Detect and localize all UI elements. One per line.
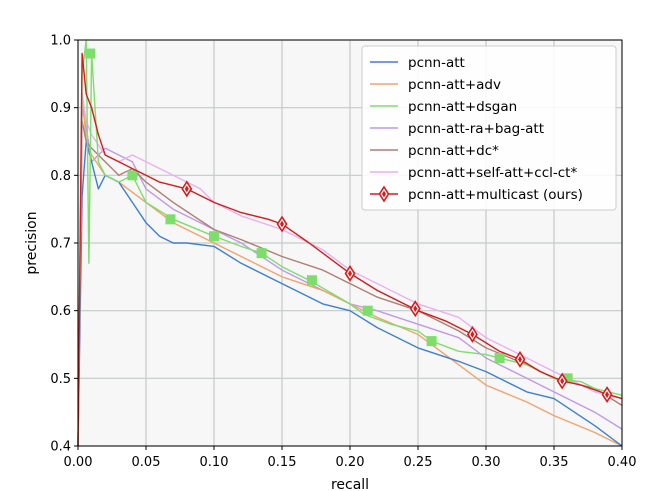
series-point	[494, 353, 505, 364]
series-line	[77, 93, 623, 447]
y-tick-label: 0.7	[50, 237, 71, 252]
series-point-core	[560, 377, 565, 385]
legend-entry: pcnn-att-ra+bag-att	[370, 121, 544, 137]
legend: pcnn-att pcnn-att+adv pcnn-att+dsgan pcnn-a…	[361, 45, 617, 211]
x-tick-label: 0.05	[132, 455, 161, 470]
legend-label: pcnn-att-ra+bag-att	[408, 121, 544, 137]
legend-entry: pcnn-att+dc*	[370, 143, 499, 159]
x-axis-ticks: 0.00 0.05 0.10 0.15 0.20 0.25 0.30 0.35 0.40	[64, 446, 637, 470]
series-point-core	[470, 330, 475, 338]
series-point-core	[518, 355, 522, 363]
series-point	[85, 48, 96, 59]
legend-entry: pcnn-att+dsgan	[370, 99, 517, 115]
x-tick-label: 0.00	[64, 455, 93, 470]
y-tick-label: 0.5	[50, 372, 71, 387]
series-point-core	[348, 269, 352, 277]
series-layer	[77, 39, 623, 447]
legend-box	[361, 45, 617, 211]
y-axis-ticks: 0.4 0.5 0.6 0.7 0.8 0.9 1.0	[50, 34, 78, 455]
y-tick-label: 0.6	[50, 304, 71, 319]
series-point-core	[605, 391, 610, 399]
x-tick-label: 0.15	[268, 455, 297, 470]
x-tick-label: 0.25	[404, 455, 433, 470]
series-point	[127, 170, 138, 181]
y-tick-label: 1.0	[50, 34, 71, 49]
x-axis-label: recall	[331, 477, 369, 491]
series-point-core	[280, 220, 284, 228]
series-point	[562, 373, 573, 384]
series-point	[306, 275, 317, 286]
x-tick-label: 0.20	[336, 455, 365, 470]
legend-label: pcnn-att+dsgan	[408, 99, 517, 115]
series-point	[362, 305, 373, 316]
series-point-core	[184, 185, 189, 193]
y-axis-label: precision	[24, 211, 40, 274]
legend-entry: pcnn-att+adv	[370, 77, 501, 93]
legend-entry: pcnn-att+self-att+ccl-ct*	[370, 165, 577, 181]
series-point-core	[413, 305, 418, 313]
series-1	[77, 93, 623, 447]
x-tick-label: 0.10	[200, 455, 229, 470]
series-point	[426, 336, 437, 347]
legend-marker-core	[382, 190, 386, 198]
y-tick-label: 0.4	[50, 440, 71, 455]
series-point	[209, 231, 219, 242]
series-line	[77, 52, 623, 447]
legend-label: pcnn-att+multicast (ours)	[408, 187, 583, 203]
x-tick-label: 0.40	[608, 455, 637, 470]
series-6	[77, 52, 623, 447]
legend-label: pcnn-att+self-att+ccl-ct*	[408, 165, 577, 181]
series-point	[165, 214, 176, 225]
y-tick-label: 0.9	[50, 101, 71, 116]
series-0	[77, 140, 623, 447]
legend-entry: pcnn-att+multicast (ours)	[370, 185, 583, 203]
x-tick-label: 0.30	[472, 455, 501, 470]
legend-entry: pcnn-att	[370, 55, 465, 71]
series-line	[77, 93, 623, 447]
series-line	[77, 140, 623, 447]
legend-label: pcnn-att+adv	[408, 77, 501, 93]
y-tick-label: 0.8	[50, 169, 71, 184]
series-5	[77, 93, 623, 447]
x-tick-label: 0.35	[540, 455, 569, 470]
legend-label: pcnn-att+dc*	[408, 143, 499, 159]
legend-label: pcnn-att	[408, 55, 465, 71]
series-point	[256, 248, 267, 259]
